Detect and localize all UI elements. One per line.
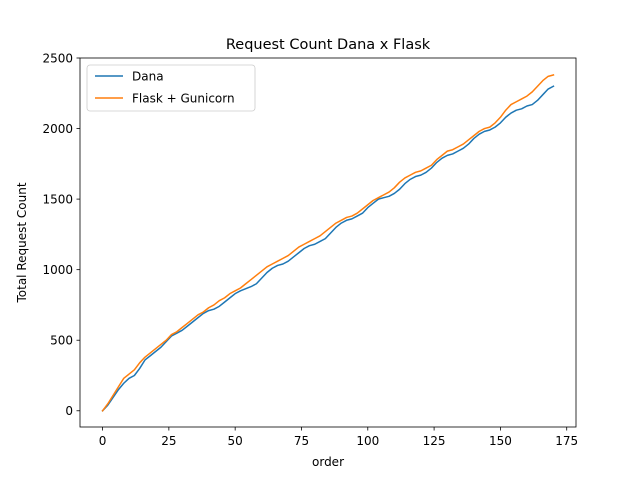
legend-label-1: Dana [132, 69, 164, 83]
axes-frame [79, 57, 577, 428]
y-tick-label: 1000 [42, 263, 73, 277]
plot-background [80, 58, 576, 427]
legend-box [86, 64, 256, 112]
axes-border [79, 57, 577, 428]
x-axis-label: order [312, 455, 344, 469]
x-tick-label: 50 [228, 434, 243, 448]
y-tick-label: 2500 [42, 51, 73, 65]
y-tick-label: 1500 [42, 192, 73, 206]
legend-label-2: Flask + Gunicorn [132, 91, 235, 105]
y-axis: 0 500 1000 1500 2000 2500 [42, 51, 80, 418]
y-tick-label: 2000 [42, 122, 73, 136]
y-axis-label: Total Request Count [15, 182, 29, 303]
x-tick-label: 75 [294, 434, 309, 448]
x-axis: 0 25 50 75 100 125 150 175 [99, 427, 578, 448]
x-tick-label: 125 [423, 434, 446, 448]
chart-title: Request Count Dana x Flask [226, 37, 431, 53]
series-layer [101, 74, 555, 412]
x-tick-label: 100 [356, 434, 379, 448]
y-tick-label: 0 [65, 404, 73, 418]
plot-area [80, 58, 576, 427]
x-tick-label: 150 [489, 434, 512, 448]
series-line-1 [101, 85, 555, 412]
series-line-2 [101, 74, 555, 412]
legend: Dana Flask + Gunicorn [86, 64, 256, 112]
y-tick-label: 500 [50, 334, 73, 348]
x-tick-label: 0 [99, 434, 107, 448]
x-tick-label: 25 [161, 434, 176, 448]
x-tick-label: 175 [555, 434, 578, 448]
